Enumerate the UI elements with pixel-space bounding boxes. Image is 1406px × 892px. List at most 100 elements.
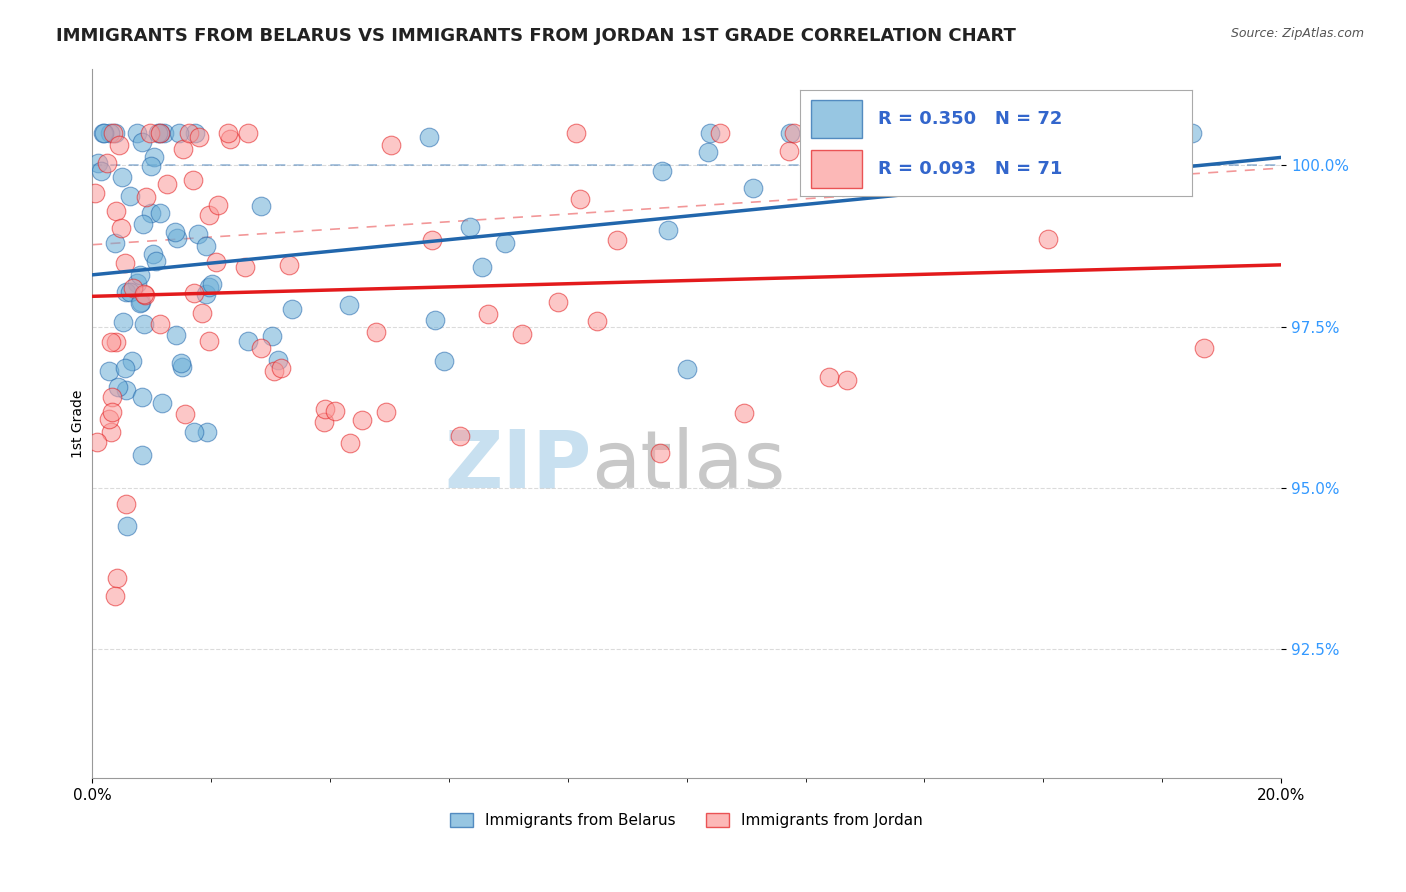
Point: [104, 235, 127, 250]
Point: [111, 169, 134, 184]
Point: [312, 415, 335, 429]
Point: [1181, 126, 1204, 140]
Point: [779, 126, 801, 140]
Point: [197, 280, 219, 294]
Point: [699, 126, 721, 140]
Point: [156, 177, 179, 191]
Point: [131, 448, 153, 462]
Point: [183, 425, 205, 439]
Point: [103, 126, 125, 140]
Point: [165, 328, 187, 343]
Point: [105, 571, 128, 585]
Point: [547, 295, 569, 310]
Point: [125, 126, 148, 140]
Point: [114, 255, 136, 269]
Point: [204, 255, 226, 269]
Point: [100, 390, 122, 404]
Point: [339, 436, 361, 450]
Point: [114, 383, 136, 397]
Point: [741, 181, 763, 195]
Point: [143, 150, 166, 164]
Point: [1036, 232, 1059, 246]
Point: [132, 217, 155, 231]
Point: [423, 312, 446, 326]
Point: [458, 219, 481, 234]
Point: [194, 287, 217, 301]
Point: [198, 334, 221, 349]
Point: [107, 380, 129, 394]
Point: [131, 390, 153, 404]
Point: [100, 425, 122, 439]
Point: [104, 126, 127, 140]
Point: [107, 138, 129, 153]
Text: atlas: atlas: [592, 427, 786, 505]
Point: [101, 404, 124, 418]
Point: [1022, 126, 1045, 140]
Point: [174, 407, 197, 421]
Point: [477, 307, 499, 321]
Point: [131, 136, 153, 150]
Point: [675, 361, 697, 376]
Point: [90, 164, 112, 178]
Point: [177, 126, 200, 140]
Point: [152, 396, 174, 410]
Point: [494, 235, 516, 250]
Point: [184, 126, 207, 140]
Point: [250, 341, 273, 355]
Point: [129, 295, 152, 310]
Point: [96, 156, 118, 170]
Point: [115, 519, 138, 533]
Point: [783, 126, 806, 140]
Point: [267, 353, 290, 368]
Point: [651, 163, 673, 178]
Point: [134, 288, 156, 302]
Point: [104, 589, 127, 603]
Point: [149, 206, 172, 220]
Point: [1192, 341, 1215, 355]
Point: [104, 334, 127, 349]
Point: [233, 260, 256, 274]
Point: [219, 132, 242, 146]
Point: [100, 334, 122, 349]
Point: [114, 361, 136, 376]
Point: [350, 412, 373, 426]
Point: [163, 225, 186, 239]
Point: [91, 126, 114, 140]
Point: [339, 298, 361, 312]
Point: [181, 172, 204, 186]
Point: [149, 126, 172, 140]
Point: [380, 137, 402, 152]
Point: [449, 429, 471, 443]
Point: [657, 223, 679, 237]
Point: [236, 126, 259, 140]
Point: [183, 285, 205, 300]
Point: [195, 425, 218, 439]
Point: [129, 268, 152, 282]
Point: [139, 206, 162, 220]
Point: [835, 373, 858, 387]
Point: [98, 363, 121, 377]
Point: [277, 258, 299, 272]
Point: [98, 126, 121, 140]
Point: [172, 142, 194, 156]
Point: [118, 285, 141, 299]
Point: [98, 412, 121, 426]
Point: [139, 159, 162, 173]
Point: [104, 204, 127, 219]
Point: [696, 145, 718, 160]
Point: [250, 199, 273, 213]
Point: [270, 361, 292, 376]
Point: [238, 334, 260, 348]
Point: [817, 370, 839, 384]
Point: [201, 277, 224, 291]
Point: [606, 233, 628, 247]
Point: [260, 328, 283, 343]
Point: [586, 314, 609, 328]
Point: [375, 405, 398, 419]
Point: [149, 126, 172, 140]
Point: [191, 306, 214, 320]
Point: [418, 130, 440, 145]
Point: [364, 325, 387, 339]
Point: [86, 435, 108, 450]
Point: [187, 227, 209, 242]
